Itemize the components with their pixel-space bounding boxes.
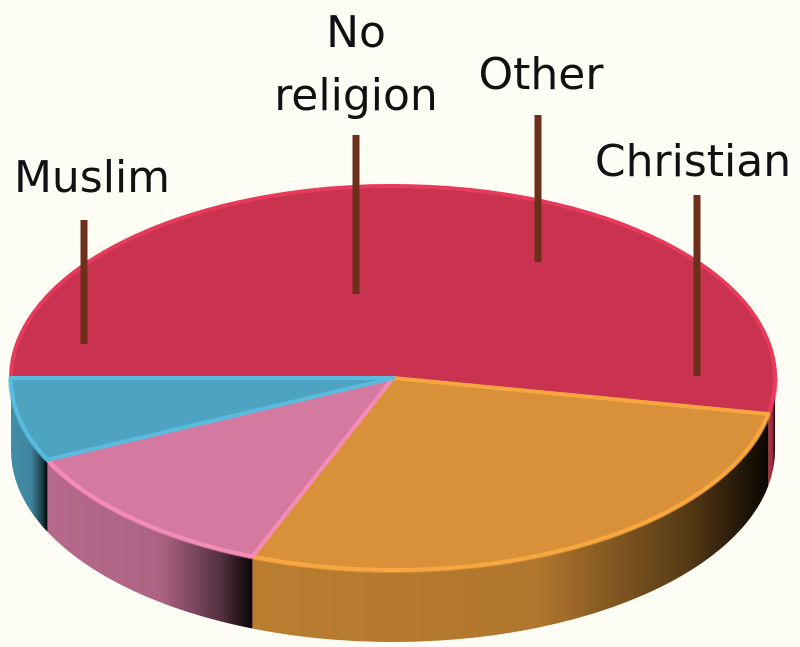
slice-other — [9, 376, 395, 462]
slice-christian — [9, 184, 777, 416]
label-christian: Christian — [595, 136, 791, 187]
label-no-religion-line2: religion — [274, 70, 438, 121]
leader-lines — [80, 115, 701, 376]
label-no-religion-line1: No — [326, 7, 386, 58]
slice-no-religion — [45, 376, 395, 559]
label-muslim: Muslim — [14, 152, 170, 203]
side-shade-muslim — [252, 413, 769, 642]
slice-labels: Muslim No religion Other Christian — [14, 7, 791, 203]
side-shade-other — [11, 378, 48, 532]
slice-muslim — [250, 376, 771, 572]
pie-tops — [9, 184, 777, 572]
label-other: Other — [479, 49, 605, 100]
